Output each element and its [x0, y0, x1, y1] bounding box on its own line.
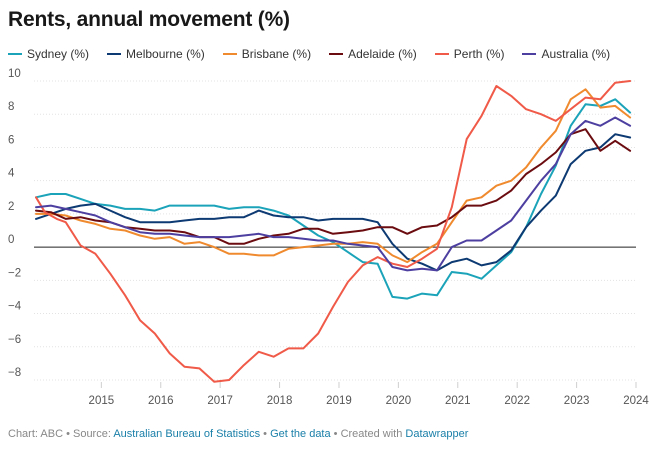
y-tick-label: −2 [8, 267, 21, 279]
y-tick-label: 2 [8, 201, 14, 213]
x-tick-label: 2019 [326, 395, 352, 407]
legend-label: Australia (%) [541, 47, 611, 61]
legend-label: Sydney (%) [27, 47, 90, 61]
legend-label: Brisbane (%) [241, 47, 312, 61]
y-tick-label: 10 [8, 68, 21, 80]
footer-separator: • Created with [330, 428, 406, 440]
grid-lines [34, 80, 636, 381]
x-tick-label: 2016 [148, 395, 174, 407]
datawrapper-link[interactable]: Datawrapper [405, 428, 469, 440]
x-tick-label: 2023 [564, 395, 590, 407]
legend-item: Sydney (%) [8, 47, 89, 61]
chart-legend: Sydney (%) Melbourne (%) Brisbane (%) Adela… [8, 47, 628, 61]
line-chart: 10 8 6 4 2 0 −2 −4 −6 −8 2015 2016 2017 2018 2019 2020… [8, 68, 649, 407]
y-tick-label: −6 [8, 334, 21, 346]
x-tick-label: 2017 [207, 395, 233, 407]
y-tick-label: 6 [8, 134, 14, 146]
series-lines [35, 80, 632, 383]
y-axis: 10 8 6 4 2 0 −2 −4 −6 −8 [8, 68, 22, 379]
series-line-brisbane [35, 88, 632, 264]
y-tick-label: 8 [8, 101, 14, 113]
x-tick-label: 2022 [504, 395, 530, 407]
legend-item: Melbourne (%) [107, 47, 205, 61]
x-tick-label: 2018 [267, 395, 293, 407]
x-tick-label: 2024 [623, 395, 649, 407]
legend-swatch [107, 53, 122, 55]
legend-item: Australia (%) [522, 47, 610, 61]
series-line-sydney [35, 98, 632, 300]
legend-swatch [8, 53, 22, 55]
y-tick-label: −8 [8, 367, 21, 379]
x-tick-label: 2015 [89, 395, 115, 407]
legend-item: Perth (%) [434, 47, 505, 61]
x-axis: 2015 2016 2017 2018 2019 2020 2021 2022 2023 2024 [89, 382, 649, 407]
y-tick-label: 0 [8, 234, 14, 246]
legend-swatch [434, 53, 449, 55]
legend-label: Adelaide (%) [348, 47, 417, 61]
chart-footer: Chart: ABC • Source: Australian Bureau o… [8, 428, 468, 440]
legend-swatch [222, 53, 237, 55]
y-tick-label: 4 [8, 168, 15, 180]
footer-source-prefix: Chart: ABC • Source: [8, 428, 114, 440]
legend-swatch [329, 53, 344, 55]
y-tick-label: −4 [8, 301, 22, 313]
legend-item: Adelaide (%) [329, 47, 417, 61]
footer-separator: • [260, 428, 271, 440]
series-line-perth [35, 80, 632, 383]
chart-title: Rents, annual movement (%) [8, 8, 290, 31]
legend-swatch [522, 53, 537, 55]
series-line-melbourne [35, 133, 632, 272]
series-line-adelaide [35, 128, 632, 245]
x-tick-label: 2021 [445, 395, 471, 407]
get-data-link[interactable]: Get the data [270, 428, 331, 440]
legend-label: Melbourne (%) [126, 47, 205, 61]
series-line-australia [35, 116, 632, 272]
source-link[interactable]: Australian Bureau of Statistics [113, 428, 261, 440]
legend-label: Perth (%) [453, 47, 505, 61]
x-tick-label: 2020 [386, 395, 412, 407]
legend-item: Brisbane (%) [222, 47, 312, 61]
